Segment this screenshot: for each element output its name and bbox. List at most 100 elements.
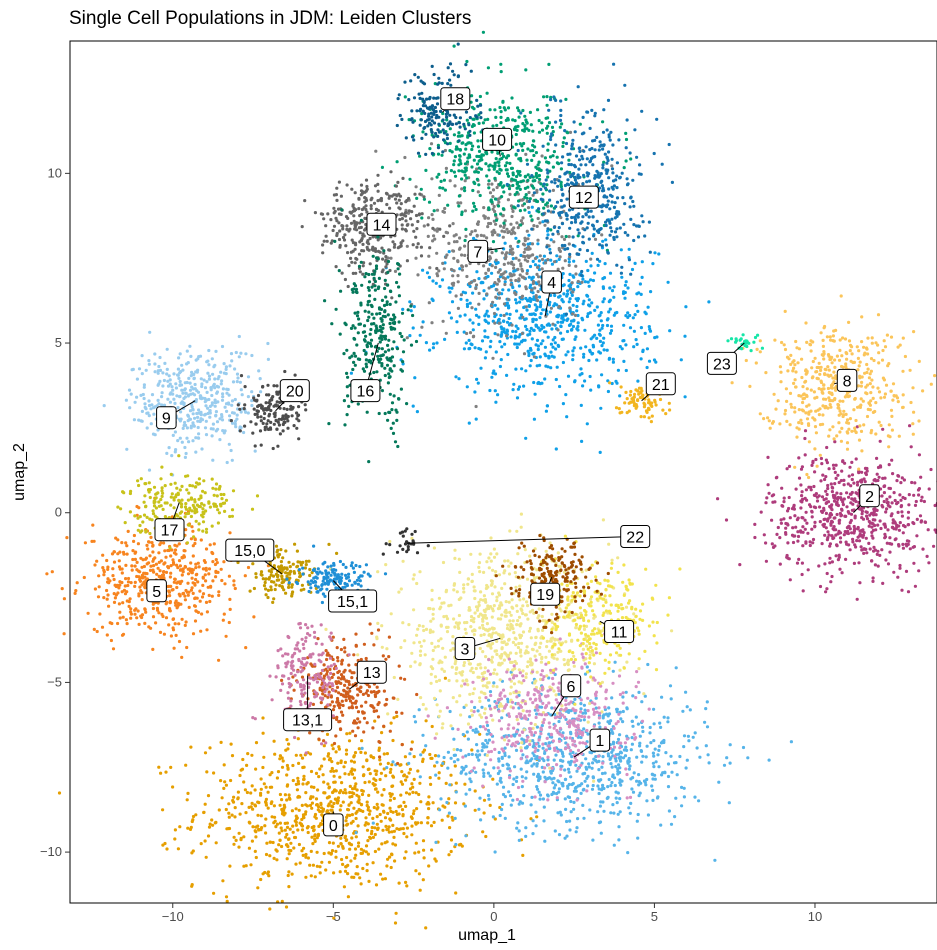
data-point <box>527 275 531 279</box>
data-point <box>511 606 515 610</box>
data-point <box>901 546 906 550</box>
data-point <box>576 321 580 325</box>
data-point <box>414 791 418 795</box>
data-point <box>655 796 660 800</box>
data-point <box>449 849 453 854</box>
data-point <box>429 619 433 623</box>
data-point <box>574 728 578 732</box>
data-point <box>534 757 538 761</box>
data-point <box>339 760 343 765</box>
data-point <box>528 364 532 368</box>
data-point <box>649 290 653 294</box>
data-point <box>906 590 911 594</box>
data-point <box>625 660 629 664</box>
data-point <box>430 848 434 852</box>
data-point <box>868 547 872 551</box>
data-point <box>357 841 361 845</box>
data-point <box>357 807 361 812</box>
data-point <box>834 554 838 558</box>
data-point <box>403 856 407 860</box>
data-point <box>517 342 521 346</box>
data-point <box>261 872 265 876</box>
data-point <box>106 593 110 597</box>
data-point <box>203 560 207 565</box>
data-point <box>583 662 587 666</box>
data-point <box>652 754 656 758</box>
data-point <box>548 725 552 729</box>
data-point <box>346 822 350 826</box>
data-point <box>854 491 858 495</box>
data-point <box>564 703 568 707</box>
data-point <box>527 726 532 731</box>
data-point <box>367 793 371 798</box>
data-point <box>322 780 326 784</box>
data-point <box>786 509 790 513</box>
data-point <box>594 694 598 698</box>
data-point <box>454 842 458 847</box>
data-point <box>190 586 194 590</box>
data-point <box>536 216 540 221</box>
data-point <box>847 495 851 499</box>
data-point <box>280 807 284 812</box>
data-point <box>221 879 225 883</box>
data-point <box>177 592 181 596</box>
data-point <box>817 564 821 568</box>
data-point <box>616 752 621 756</box>
data-point <box>511 329 515 333</box>
data-point <box>602 809 606 813</box>
data-point <box>635 779 639 783</box>
data-point <box>847 474 851 478</box>
data-point <box>268 773 272 777</box>
data-point <box>594 651 599 655</box>
data-point <box>135 560 139 565</box>
data-point <box>288 827 292 831</box>
data-point <box>895 502 899 506</box>
data-point <box>511 266 516 270</box>
data-point <box>435 679 439 684</box>
data-point <box>361 774 366 778</box>
data-point <box>884 558 888 562</box>
data-point <box>538 355 542 359</box>
data-point <box>204 855 208 859</box>
data-point <box>534 323 539 328</box>
data-point <box>503 738 507 742</box>
data-point <box>547 676 551 680</box>
data-point <box>306 856 310 860</box>
data-point <box>174 599 178 603</box>
data-point <box>191 529 195 533</box>
data-point <box>568 297 572 301</box>
data-point <box>477 561 482 565</box>
data-point <box>489 749 493 754</box>
data-point <box>489 559 493 563</box>
data-point <box>551 345 555 349</box>
data-point <box>499 334 503 338</box>
data-point <box>327 860 331 864</box>
data-point <box>651 262 655 266</box>
data-point <box>622 748 627 752</box>
data-point <box>479 590 483 594</box>
data-point <box>205 770 209 774</box>
data-point <box>678 754 682 759</box>
data-point <box>207 593 211 598</box>
data-point <box>653 777 657 781</box>
data-point <box>531 648 535 652</box>
data-point <box>862 531 866 535</box>
data-point <box>776 525 780 530</box>
data-point <box>524 834 528 839</box>
data-point <box>472 589 476 593</box>
data-point <box>381 828 385 832</box>
data-point <box>625 796 629 800</box>
data-point <box>657 765 661 769</box>
data-point <box>508 794 513 798</box>
data-point <box>522 679 526 683</box>
data-point <box>413 660 417 664</box>
data-point <box>640 275 644 279</box>
data-point <box>505 742 510 746</box>
data-point <box>572 789 577 793</box>
data-point <box>634 715 638 719</box>
data-point <box>833 440 837 444</box>
data-point <box>568 130 573 134</box>
data-point <box>484 727 488 731</box>
data-point <box>424 744 428 748</box>
data-point <box>861 535 865 539</box>
